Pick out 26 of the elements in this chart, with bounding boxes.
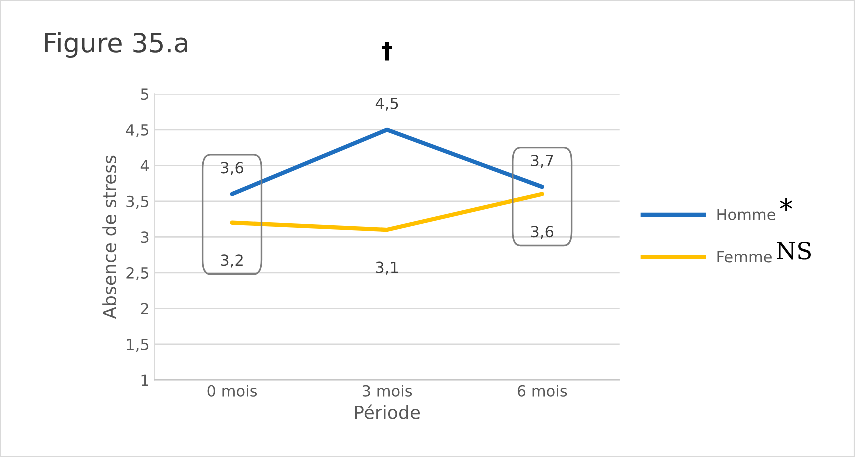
y-tick-label: 4 <box>140 160 150 172</box>
text: * <box>780 198 792 212</box>
y-tick-label: 1,5 <box>127 339 149 352</box>
data-label: 3,6 <box>221 162 244 176</box>
text: † <box>382 42 392 61</box>
y-axis-title: Absence de stress <box>102 156 117 320</box>
legend-label: Femme <box>718 251 772 263</box>
legend-label: Homme <box>718 209 776 220</box>
y-tick-label: 3 <box>141 232 149 244</box>
data-label: 3,1 <box>376 262 398 275</box>
y-tick-label: 5 <box>141 88 149 100</box>
y-tick-label: 1 <box>142 374 148 386</box>
x-tick-label: 0 mois <box>208 385 258 397</box>
x-tick-label: 3 mois <box>362 385 412 397</box>
y-tick-label: 3,5 <box>126 196 149 210</box>
x-axis-title: Période <box>355 404 420 420</box>
x-tick-label: 6 mois <box>518 385 568 397</box>
data-label: 3,6 <box>531 226 554 240</box>
y-tick-label: 2 <box>141 303 148 315</box>
y-tick-label: 4,5 <box>126 124 149 138</box>
data-label: 4,5 <box>376 98 398 111</box>
data-label: 3,7 <box>531 154 554 168</box>
y-tick-label: 2,5 <box>126 267 149 281</box>
text: NS <box>777 242 811 260</box>
data-label: 3,2 <box>221 254 243 268</box>
chart-title: Figure 35.a <box>45 32 188 58</box>
